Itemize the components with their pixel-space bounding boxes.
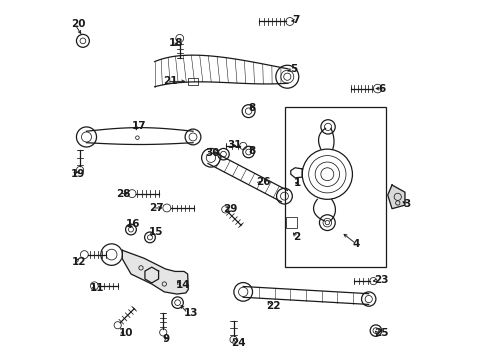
Text: 2: 2 [294, 232, 301, 242]
Text: 19: 19 [71, 168, 85, 179]
Text: 13: 13 [184, 309, 198, 318]
Text: 30: 30 [205, 148, 220, 158]
Text: 4: 4 [353, 239, 360, 249]
Text: 5: 5 [290, 64, 297, 74]
Text: 17: 17 [132, 121, 147, 131]
Text: 7: 7 [293, 15, 300, 26]
Text: 29: 29 [223, 204, 238, 214]
Text: 8: 8 [248, 103, 256, 113]
Text: 15: 15 [149, 227, 163, 237]
Polygon shape [122, 250, 188, 294]
Text: 6: 6 [378, 84, 386, 94]
Text: 11: 11 [90, 283, 104, 293]
Text: 8: 8 [248, 145, 256, 156]
Text: 20: 20 [71, 19, 86, 29]
Text: 12: 12 [72, 257, 87, 267]
Text: 21: 21 [163, 76, 178, 86]
Text: 1: 1 [294, 178, 301, 188]
Bar [286, 217, 297, 228]
Text: 25: 25 [374, 328, 389, 338]
Bar [188, 78, 197, 85]
Bar [285, 107, 386, 267]
Text: 16: 16 [126, 219, 141, 229]
Text: 3: 3 [403, 199, 411, 210]
Text: 31: 31 [227, 140, 242, 150]
Text: 14: 14 [176, 280, 191, 290]
Text: 23: 23 [374, 275, 389, 285]
Polygon shape [388, 185, 405, 209]
Text: 24: 24 [231, 338, 245, 348]
Text: 18: 18 [169, 38, 183, 48]
Text: 27: 27 [149, 203, 164, 213]
Text: 9: 9 [163, 333, 170, 343]
Text: 28: 28 [116, 189, 130, 199]
Text: 10: 10 [119, 328, 133, 338]
Text: 22: 22 [267, 301, 281, 311]
Text: 26: 26 [256, 177, 271, 187]
